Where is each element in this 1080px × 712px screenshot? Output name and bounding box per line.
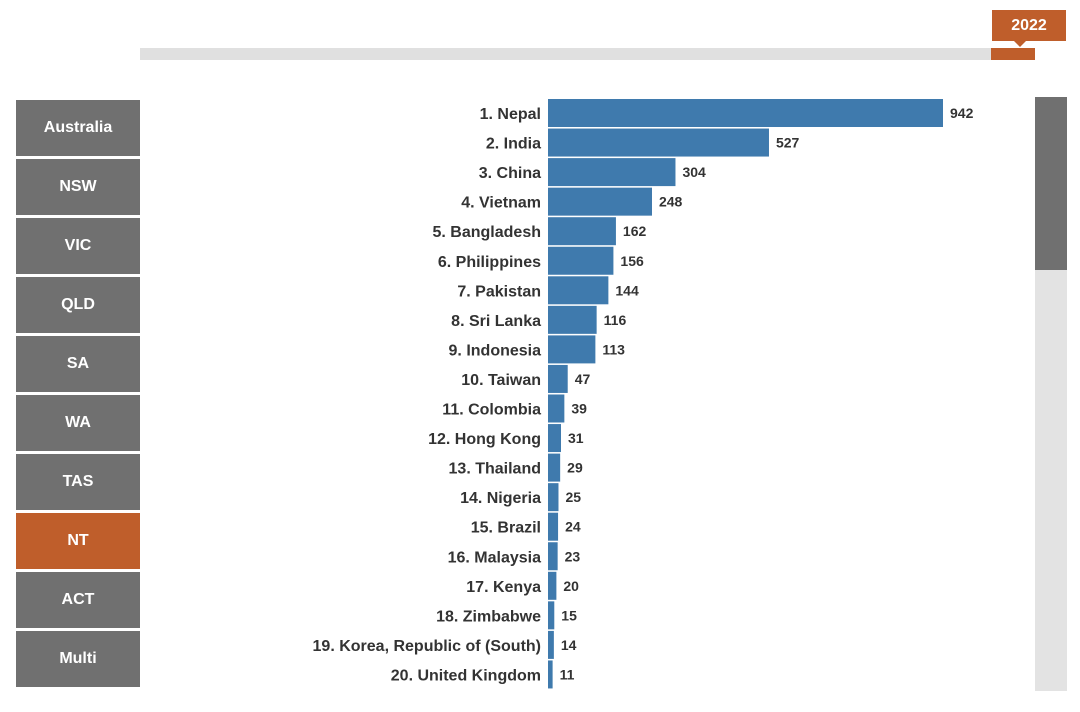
country-label: 15. Brazil	[471, 520, 541, 537]
bar	[548, 453, 561, 482]
country-label: 6. Philippines	[438, 254, 541, 271]
country-label: 13. Thailand	[449, 461, 541, 478]
value-label: 47	[575, 371, 591, 387]
region-button-multi[interactable]: Multi	[16, 631, 140, 687]
country-label: 12. Hong Kong	[428, 431, 541, 448]
country-label: 2. India	[486, 136, 541, 153]
bar	[548, 483, 559, 512]
bar	[548, 660, 553, 689]
region-button-qld[interactable]: QLD	[16, 277, 140, 333]
region-button-wa[interactable]: WA	[16, 395, 140, 451]
bar	[548, 571, 557, 600]
bar	[548, 394, 565, 423]
country-label: 8. Sri Lanka	[451, 313, 541, 330]
bar	[548, 187, 652, 216]
value-label: 248	[659, 194, 683, 210]
country-label: 3. China	[479, 165, 541, 182]
region-button-vic[interactable]: VIC	[16, 218, 140, 274]
country-label: 4. Vietnam	[461, 195, 541, 212]
country-label: 9. Indonesia	[449, 342, 542, 359]
region-button-tas[interactable]: TAS	[16, 454, 140, 510]
bar	[548, 276, 609, 305]
bar	[548, 246, 614, 275]
value-label: 156	[620, 253, 644, 269]
region-button-act[interactable]: ACT	[16, 572, 140, 628]
country-label: 18. Zimbabwe	[436, 608, 541, 625]
bar	[548, 364, 568, 393]
scrollbar-thumb[interactable]	[1035, 97, 1067, 270]
region-button-sa[interactable]: SA	[16, 336, 140, 392]
value-label: 942	[950, 105, 974, 121]
value-label: 144	[615, 282, 639, 298]
bar	[548, 335, 596, 364]
country-label: 14. Nigeria	[460, 490, 541, 507]
country-label: 10. Taiwan	[461, 372, 541, 389]
value-label: 25	[565, 489, 581, 505]
value-label: 14	[561, 637, 577, 653]
bar	[548, 217, 616, 246]
bar	[548, 128, 769, 157]
country-label: 20. United Kingdom	[391, 667, 541, 684]
bar	[548, 601, 555, 630]
region-button-nsw[interactable]: NSW	[16, 159, 140, 215]
bar	[548, 305, 597, 334]
year-label-pointer	[1014, 41, 1026, 47]
country-label: 19. Korea, Republic of (South)	[313, 638, 541, 655]
value-label: 20	[563, 578, 579, 594]
value-label: 162	[623, 223, 647, 239]
value-label: 23	[565, 548, 581, 564]
bar-chart: 1. Nepal 942 2. India 527 3. China 304 4. Viet…	[313, 99, 974, 689]
year-slider-handle[interactable]	[991, 48, 1035, 60]
value-label: 116	[604, 312, 627, 328]
region-nav: Australia NSW VIC QLD SA WA TAS NT ACT Multi	[16, 100, 140, 690]
value-label: 11	[560, 666, 575, 682]
country-label: 11. Colombia	[442, 402, 541, 419]
country-label: 1. Nepal	[480, 106, 541, 123]
value-label: 24	[565, 519, 581, 535]
bar	[548, 424, 561, 453]
value-label: 29	[567, 460, 583, 476]
bar	[548, 99, 943, 127]
value-label: 304	[682, 164, 706, 180]
selected-year-label: 2022	[992, 10, 1066, 41]
country-label: 16. Malaysia	[448, 549, 542, 566]
value-label: 15	[561, 607, 577, 623]
bar	[548, 542, 558, 571]
bar	[548, 630, 554, 659]
region-button-australia[interactable]: Australia	[16, 100, 140, 156]
year-slider-track[interactable]	[140, 48, 1035, 60]
bar	[548, 512, 559, 541]
chart-scrollbar[interactable]	[1035, 97, 1067, 691]
region-button-nt[interactable]: NT	[16, 513, 140, 569]
value-label: 31	[568, 430, 584, 446]
value-label: 113	[602, 341, 625, 357]
bar	[548, 158, 676, 187]
country-label: 7. Pakistan	[457, 283, 541, 300]
value-label: 39	[571, 401, 587, 417]
country-label: 5. Bangladesh	[433, 224, 541, 241]
country-label: 17. Kenya	[466, 579, 541, 596]
value-label: 527	[776, 135, 800, 151]
